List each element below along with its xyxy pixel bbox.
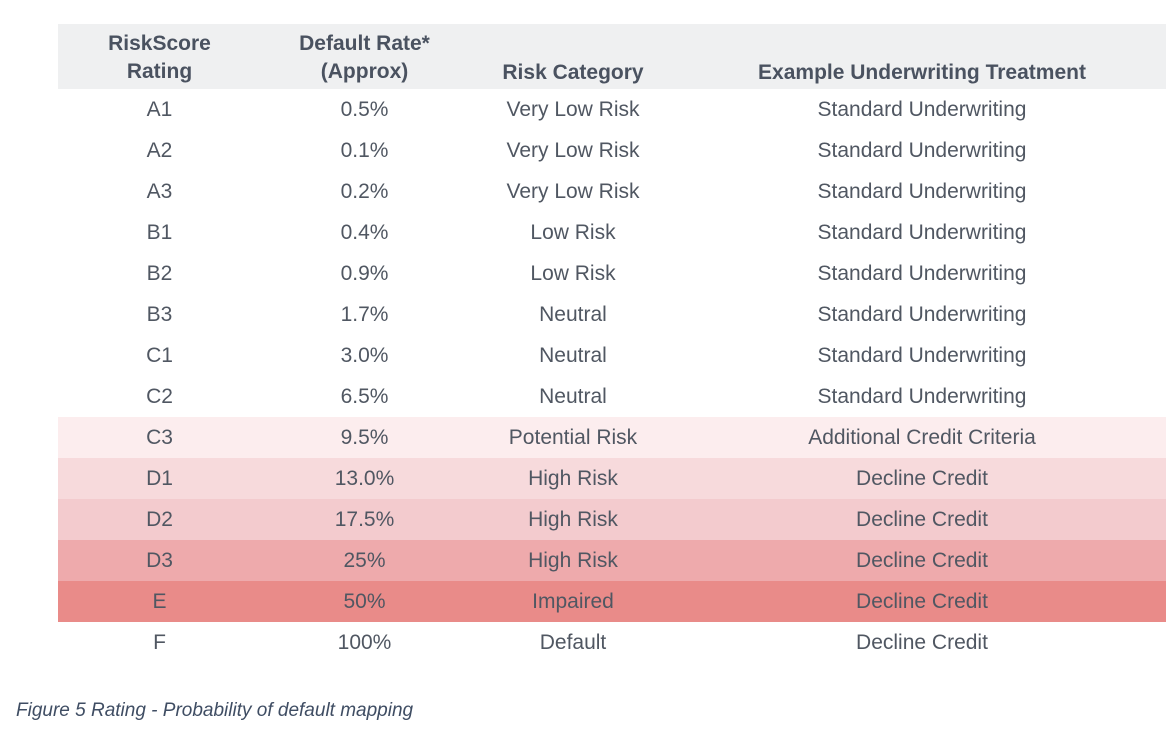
cell-underwriting-treatment: Standard Underwriting	[817, 97, 1027, 121]
cell-underwriting-treatment: Additional Credit Criteria	[808, 425, 1036, 449]
cell-risk-category: Neutral	[539, 384, 607, 408]
cell-risk-category: Impaired	[532, 589, 614, 613]
cell-rating: B3	[146, 302, 173, 326]
header-line: Rating	[126, 60, 193, 83]
cell-rating: B1	[146, 220, 173, 244]
cell-underwriting-treatment: Standard Underwriting	[817, 261, 1027, 285]
cell-underwriting-treatment: Decline Credit	[856, 548, 988, 572]
table-row: A3 0.2% Very Low Risk Standard Underwriting	[58, 171, 1166, 212]
cell-default-rate: 13.0%	[334, 466, 395, 490]
rating-table-container: RiskScore Rating Default Rate* (Approx) …	[58, 24, 1166, 663]
cell-risk-category: Neutral	[539, 302, 607, 326]
cell-rating: C3	[146, 425, 173, 449]
cell-default-rate: 1.7%	[340, 302, 389, 326]
table-row: A2 0.1% Very Low Risk Standard Underwriting	[58, 130, 1166, 171]
cell-rating: D3	[146, 548, 173, 572]
cell-risk-category: Very Low Risk	[506, 179, 640, 203]
table-row: D1 13.0% High Risk Decline Credit	[58, 458, 1166, 499]
table-row: C2 6.5% Neutral Standard Underwriting	[58, 376, 1166, 417]
header-underwriting-treatment: Example Underwriting Treatment	[678, 24, 1166, 89]
header-line: Example Underwriting Treatment	[758, 61, 1086, 84]
cell-default-rate: 0.1%	[340, 138, 389, 162]
table-row: F 100% Default Decline Credit	[58, 622, 1166, 663]
cell-risk-category: Low Risk	[530, 220, 616, 244]
table-row: C3 9.5% Potential Risk Additional Credit Cr…	[58, 417, 1166, 458]
cell-default-rate: 17.5%	[334, 507, 395, 531]
cell-rating: F	[153, 630, 166, 654]
table-row: E 50% Impaired Decline Credit	[58, 581, 1166, 622]
header-line: (Approx)	[320, 60, 409, 83]
cell-default-rate: 3.0%	[340, 343, 389, 367]
cell-rating: A1	[146, 97, 173, 121]
cell-risk-category: High Risk	[528, 466, 618, 490]
table-row: B3 1.7% Neutral Standard Underwriting	[58, 294, 1166, 335]
header-line: RiskScore	[108, 32, 211, 55]
cell-default-rate: 25%	[343, 548, 386, 572]
cell-risk-category: Low Risk	[530, 261, 616, 285]
header-line: Default Rate*	[299, 32, 430, 55]
table-row: C1 3.0% Neutral Standard Underwriting	[58, 335, 1166, 376]
cell-default-rate: 0.4%	[340, 220, 389, 244]
cell-rating: C2	[146, 384, 173, 408]
header-row: RiskScore Rating Default Rate* (Approx) …	[58, 24, 1166, 89]
table-row: B2 0.9% Low Risk Standard Underwriting	[58, 253, 1166, 294]
cell-risk-category: Default	[539, 630, 607, 654]
cell-risk-category: Potential Risk	[508, 425, 638, 449]
cell-underwriting-treatment: Decline Credit	[856, 630, 988, 654]
cell-rating: E	[152, 589, 167, 613]
cell-risk-category: Neutral	[539, 343, 607, 367]
rating-table: RiskScore Rating Default Rate* (Approx) …	[58, 24, 1166, 663]
cell-underwriting-treatment: Decline Credit	[856, 507, 988, 531]
cell-underwriting-treatment: Standard Underwriting	[817, 138, 1027, 162]
cell-underwriting-treatment: Standard Underwriting	[817, 343, 1027, 367]
cell-rating: D1	[146, 466, 173, 490]
cell-default-rate: 0.5%	[340, 97, 389, 121]
cell-rating: A3	[146, 179, 173, 203]
cell-underwriting-treatment: Decline Credit	[856, 589, 988, 613]
header-line: Risk Category	[502, 61, 644, 84]
cell-rating: C1	[146, 343, 173, 367]
cell-default-rate: 50%	[343, 589, 386, 613]
cell-rating: A2	[146, 138, 173, 162]
table-row: A1 0.5% Very Low Risk Standard Underwriting	[58, 89, 1166, 130]
table-row: B1 0.4% Low Risk Standard Underwriting	[58, 212, 1166, 253]
table-row: D3 25% High Risk Decline Credit	[58, 540, 1166, 581]
cell-underwriting-treatment: Decline Credit	[856, 466, 988, 490]
cell-default-rate: 100%	[337, 630, 392, 654]
table-header: RiskScore Rating Default Rate* (Approx) …	[58, 24, 1166, 89]
cell-underwriting-treatment: Standard Underwriting	[817, 384, 1027, 408]
cell-underwriting-treatment: Standard Underwriting	[817, 220, 1027, 244]
figure-caption: Figure 5 Rating - Probability of default…	[16, 700, 414, 721]
cell-default-rate: 0.9%	[340, 261, 389, 285]
cell-default-rate: 0.2%	[340, 179, 389, 203]
cell-risk-category: High Risk	[528, 507, 618, 531]
cell-risk-category: Very Low Risk	[506, 138, 640, 162]
cell-underwriting-treatment: Standard Underwriting	[817, 179, 1027, 203]
cell-default-rate: 9.5%	[340, 425, 389, 449]
cell-underwriting-treatment: Standard Underwriting	[817, 302, 1027, 326]
header-riskscore-rating: RiskScore Rating	[58, 24, 261, 89]
header-risk-category: Risk Category	[468, 24, 678, 89]
cell-default-rate: 6.5%	[340, 384, 389, 408]
header-default-rate: Default Rate* (Approx)	[261, 24, 468, 89]
cell-rating: D2	[146, 507, 173, 531]
cell-risk-category: High Risk	[528, 548, 618, 572]
table-body: A1 0.5% Very Low Risk Standard Underwriting…	[58, 89, 1166, 663]
cell-rating: B2	[146, 261, 173, 285]
cell-risk-category: Very Low Risk	[506, 97, 640, 121]
table-row: D2 17.5% High Risk Decline Credit	[58, 499, 1166, 540]
